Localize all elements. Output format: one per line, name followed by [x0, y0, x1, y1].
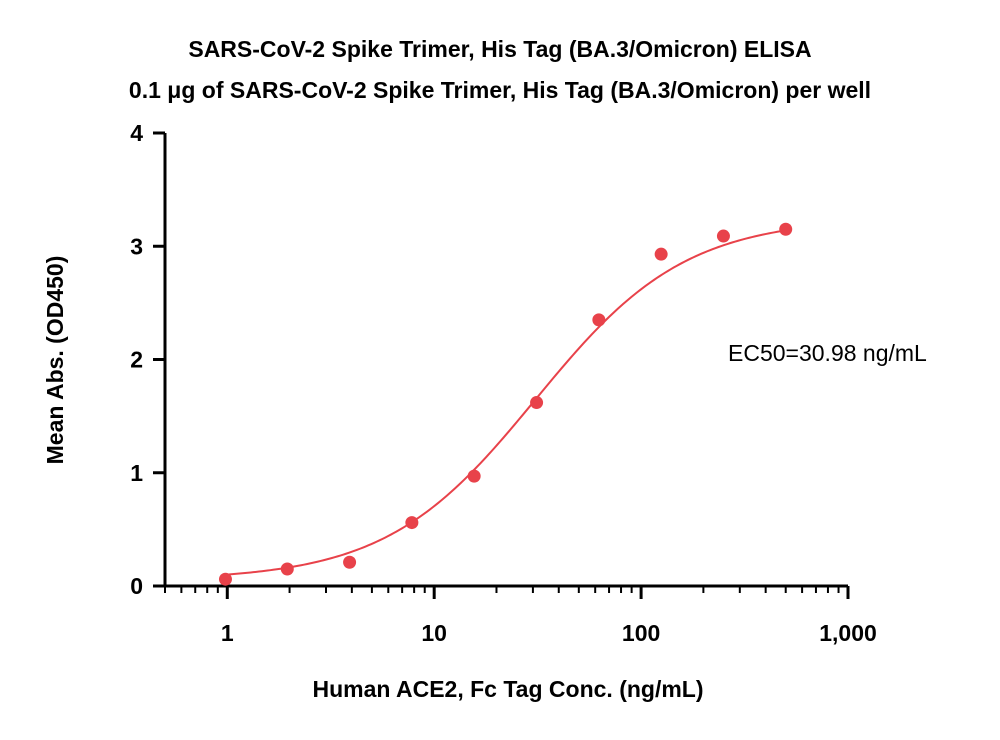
data-point [343, 555, 357, 569]
annotation-ec50: EC50=30.98 ng/mL [728, 340, 927, 366]
y-tick-label: 0 [130, 573, 143, 599]
data-point [280, 562, 294, 576]
x-tick-label: 100 [622, 620, 660, 646]
x-tick-label: 10 [421, 620, 447, 646]
data-point [779, 222, 793, 236]
x-axis-label: Human ACE2, Fc Tag Conc. (ng/mL) [312, 676, 703, 702]
data-point [592, 313, 606, 327]
fit-curve-layer [225, 229, 786, 576]
y-tick-label: 1 [130, 460, 143, 486]
data-point [467, 469, 481, 483]
data-point [530, 396, 544, 410]
data-point [716, 229, 730, 243]
data-points-layer [218, 222, 793, 586]
y-axis-label: Mean Abs. (OD450) [42, 256, 68, 465]
chart-title-line-1: SARS-CoV-2 Spike Trimer, His Tag (BA.3/O… [188, 36, 811, 62]
data-point [654, 247, 668, 261]
y-tick-label: 2 [130, 347, 143, 373]
fit-curve [225, 229, 786, 576]
y-tick-label: 3 [130, 233, 143, 259]
axes: 0 1 2 3 4 1 10 100 1,000 [130, 120, 877, 646]
data-point [218, 572, 232, 586]
x-tick-label: 1 [221, 620, 234, 646]
chart-title-line-2: 0.1 μg of SARS-CoV-2 Spike Trimer, His T… [129, 77, 871, 103]
x-tick-label: 1,000 [819, 620, 877, 646]
data-point [405, 516, 419, 530]
y-tick-label: 4 [130, 120, 143, 146]
